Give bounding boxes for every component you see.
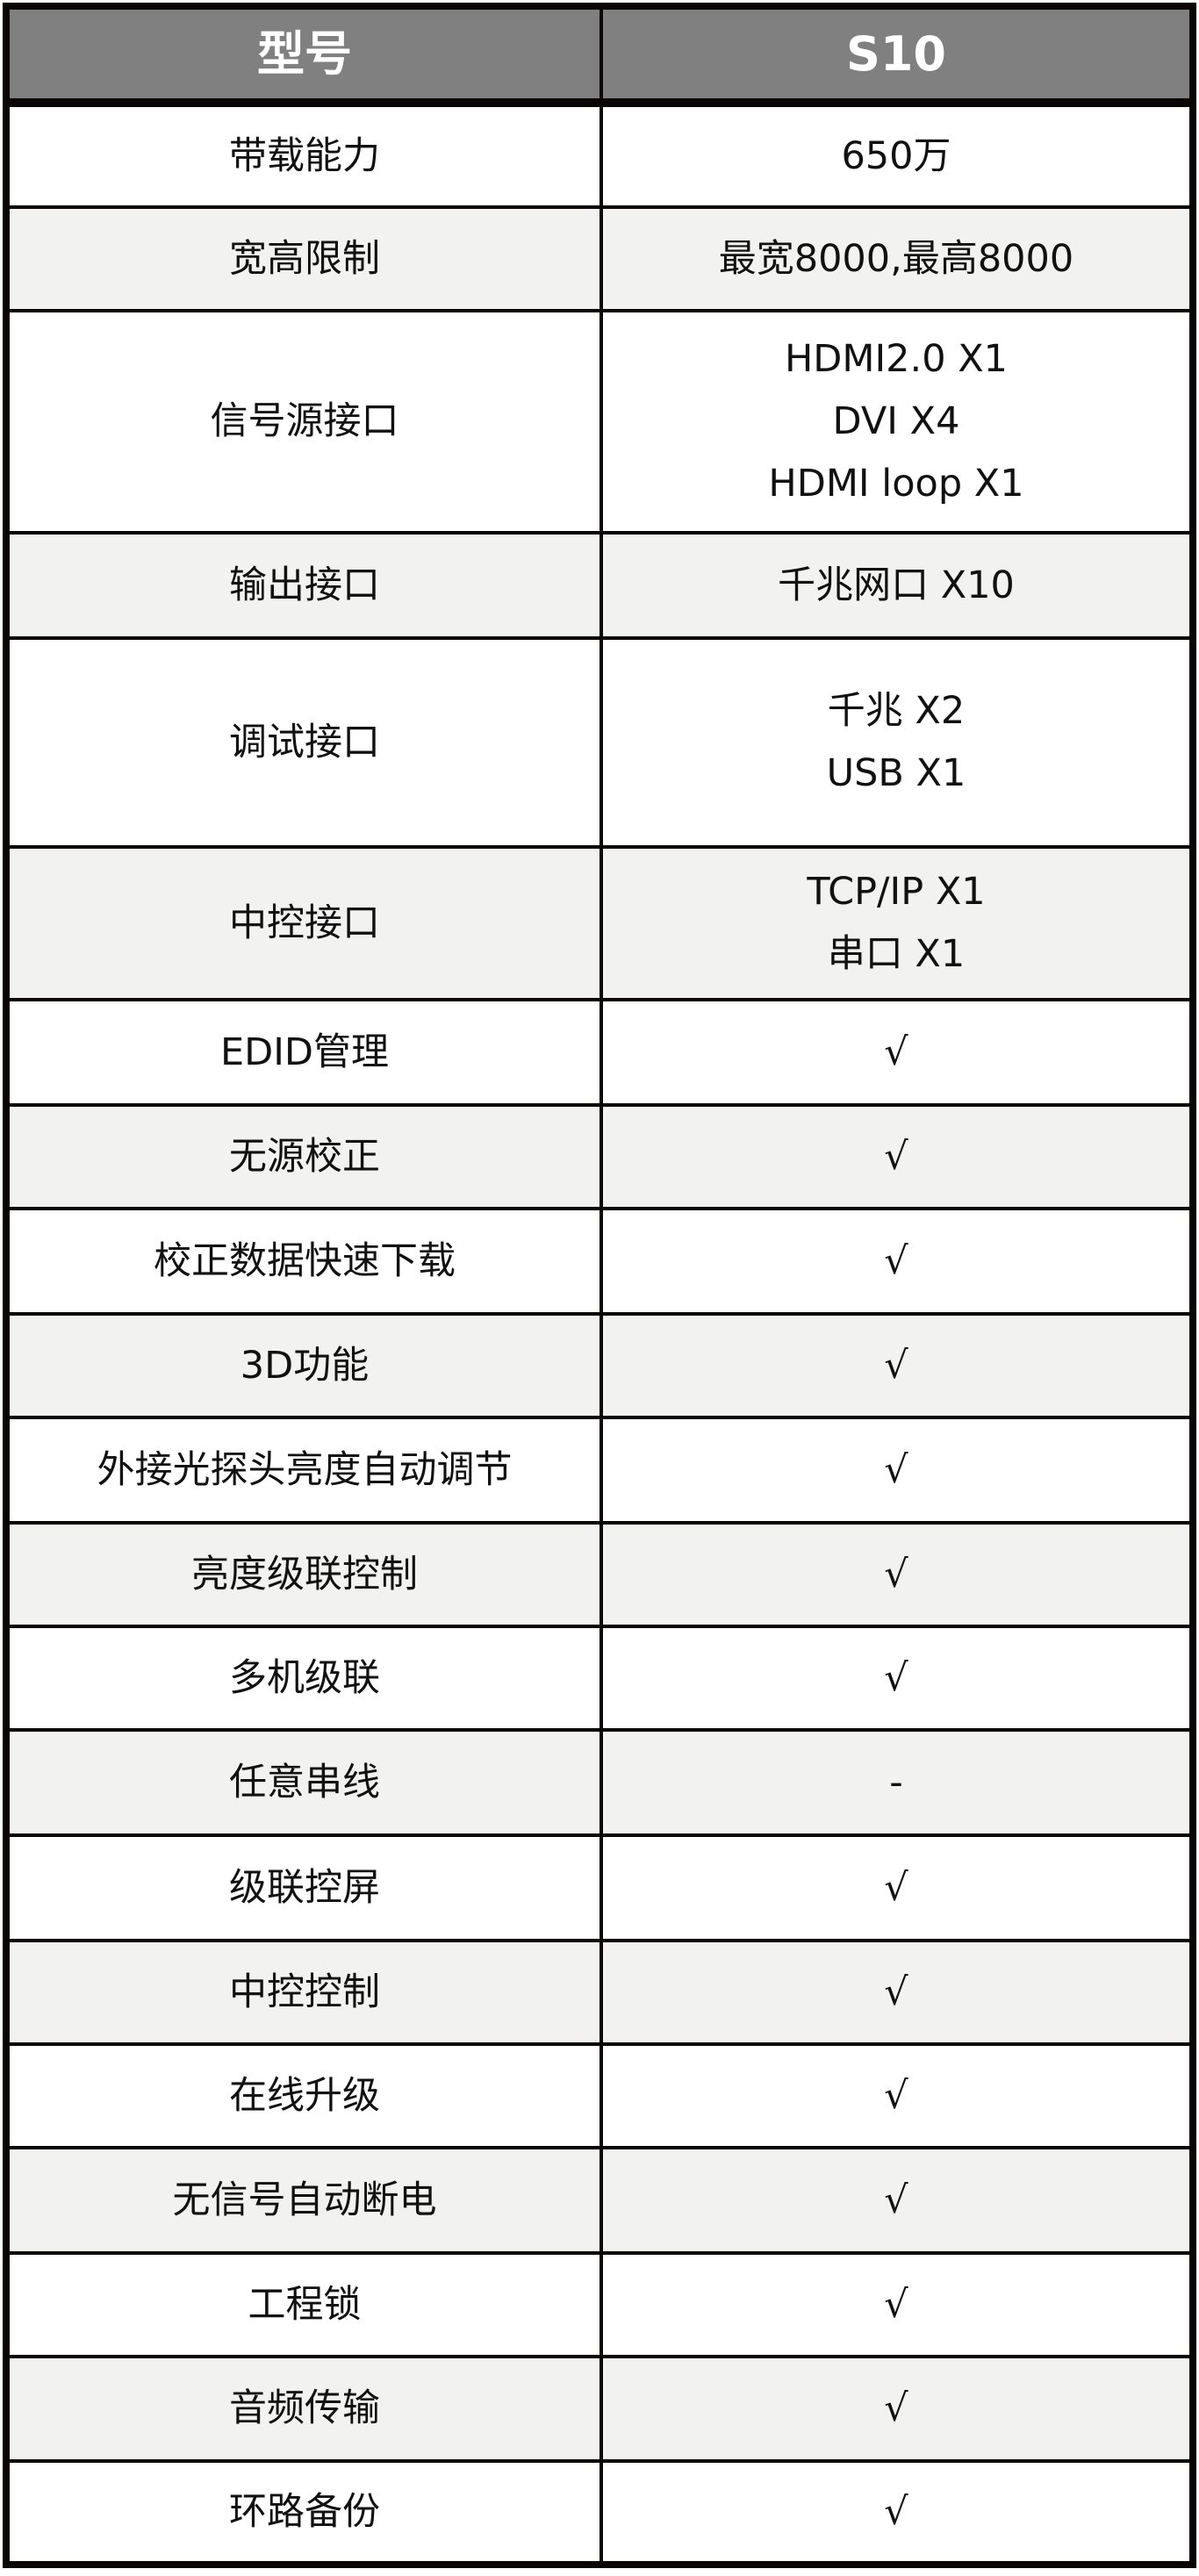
feature-value: √ [600, 2251, 1195, 2358]
feature-label: 带载能力 [4, 101, 603, 209]
table-row: 任意串线 - [4, 1728, 1195, 1837]
value-line: √ [884, 1552, 908, 1597]
value-line: 串口 X1 [827, 932, 966, 976]
table-row: 在线升级 √ [4, 2042, 1195, 2149]
feature-value: √ [600, 1833, 1195, 1942]
value-line: √ [884, 2489, 908, 2534]
value-line: √ [884, 1030, 908, 1074]
table-row: 多机级联 √ [4, 1625, 1195, 1732]
table-row: 工程锁 √ [4, 2251, 1195, 2358]
value-line: HDMI loop X1 [768, 462, 1024, 506]
table-row: 亮度级联控制 √ [4, 1521, 1195, 1628]
value-line: √ [884, 2178, 908, 2222]
feature-value: - [600, 1728, 1195, 1837]
header-model: 型号 [4, 4, 603, 107]
feature-value: √ [600, 2042, 1195, 2149]
value-line: USB X1 [826, 751, 966, 795]
table-row: 中控控制 √ [4, 1939, 1195, 2046]
feature-label: 宽高限制 [4, 205, 603, 312]
table-row: 级联控屏 √ [4, 1833, 1195, 1942]
table-row: 音频传输 √ [4, 2355, 1195, 2463]
feature-label: 级联控屏 [4, 1833, 603, 1942]
feature-label: 任意串线 [4, 1728, 603, 1837]
feature-value: √ [600, 1207, 1195, 1316]
feature-label: 音频传输 [4, 2355, 603, 2463]
feature-label: 校正数据快速下载 [4, 1207, 603, 1316]
feature-label: 中控控制 [4, 1939, 603, 2046]
feature-label: 在线升级 [4, 2042, 603, 2149]
table-row: 校正数据快速下载 √ [4, 1207, 1195, 1316]
feature-value: 最宽8000,最高8000 [600, 205, 1195, 312]
feature-value: √ [600, 2146, 1195, 2255]
feature-value: 千兆 X2 USB X1 [600, 636, 1195, 849]
table-row: 外接光探头亮度自动调节 √ [4, 1416, 1195, 1525]
header-s10: S10 [600, 4, 1195, 107]
feature-label: 外接光探头亮度自动调节 [4, 1416, 603, 1525]
feature-value: √ [600, 1103, 1195, 1210]
feature-value: 千兆网口 X10 [600, 531, 1195, 640]
table-row: 带载能力 650万 [4, 101, 1195, 209]
value-line: √ [884, 2386, 908, 2430]
value-line: √ [884, 1343, 908, 1388]
feature-label: 无信号自动断电 [4, 2146, 603, 2255]
feature-value: HDMI2.0 X1 DVI X4 HDMI loop X1 [600, 309, 1195, 535]
value-line: √ [884, 1134, 908, 1179]
feature-value: √ [600, 1521, 1195, 1628]
feature-label: 调试接口 [4, 636, 603, 849]
value-line: √ [884, 1238, 908, 1283]
table-row: 无信号自动断电 √ [4, 2146, 1195, 2255]
feature-label: 无源校正 [4, 1103, 603, 1210]
feature-label: 环路备份 [4, 2459, 603, 2566]
value-line: 千兆网口 X10 [778, 563, 1015, 607]
table-row: 输出接口 千兆网口 X10 [4, 531, 1195, 640]
spec-table: 型号 S10 带载能力 650万 宽高限制 最宽8000,最高8000 信号源接口 HDM… [3, 3, 1196, 2568]
feature-value: 650万 [600, 101, 1195, 209]
feature-value: TCP/IP X1 串口 X1 [600, 845, 1195, 1001]
feature-value: √ [600, 998, 1195, 1107]
value-line: - [889, 1760, 903, 1805]
table-row: 调试接口 千兆 X2 USB X1 [4, 636, 1195, 849]
feature-value: √ [600, 1416, 1195, 1525]
value-line: √ [884, 1447, 908, 1492]
value-line: √ [884, 1865, 908, 1910]
feature-label: 信号源接口 [4, 309, 603, 535]
table-row: EDID管理 √ [4, 998, 1195, 1107]
table-row: 宽高限制 最宽8000,最高8000 [4, 205, 1195, 312]
feature-value: √ [600, 1312, 1195, 1419]
value-line: √ [884, 1655, 908, 1700]
table-row: 3D功能 √ [4, 1312, 1195, 1419]
value-line: √ [884, 2073, 908, 2118]
feature-value: √ [600, 1625, 1195, 1732]
table-row: 无源校正 √ [4, 1103, 1195, 1210]
value-line: √ [884, 1970, 908, 2014]
table-row: 中控接口 TCP/IP X1 串口 X1 [4, 845, 1195, 1001]
table-row: 环路备份 √ [4, 2459, 1195, 2566]
feature-label: 中控接口 [4, 845, 603, 1001]
value-line: 最宽8000,最高8000 [718, 236, 1074, 281]
feature-value: √ [600, 2459, 1195, 2566]
feature-label: 输出接口 [4, 531, 603, 640]
feature-label: 工程锁 [4, 2251, 603, 2358]
table-row: 信号源接口 HDMI2.0 X1 DVI X4 HDMI loop X1 [4, 309, 1195, 535]
value-line: √ [884, 2282, 908, 2327]
value-line: 650万 [841, 133, 951, 178]
value-line: HDMI2.0 X1 [784, 337, 1009, 381]
value-line: 千兆 X2 [827, 689, 966, 733]
value-line: TCP/IP X1 [807, 870, 986, 914]
value-line: DVI X4 [832, 399, 960, 443]
feature-value: √ [600, 2355, 1195, 2463]
feature-label: 3D功能 [4, 1312, 603, 1419]
feature-label: 多机级联 [4, 1625, 603, 1732]
feature-value: √ [600, 1939, 1195, 2046]
header-row: 型号 S10 [4, 4, 1195, 107]
feature-label: 亮度级联控制 [4, 1521, 603, 1628]
feature-label: EDID管理 [4, 998, 603, 1107]
